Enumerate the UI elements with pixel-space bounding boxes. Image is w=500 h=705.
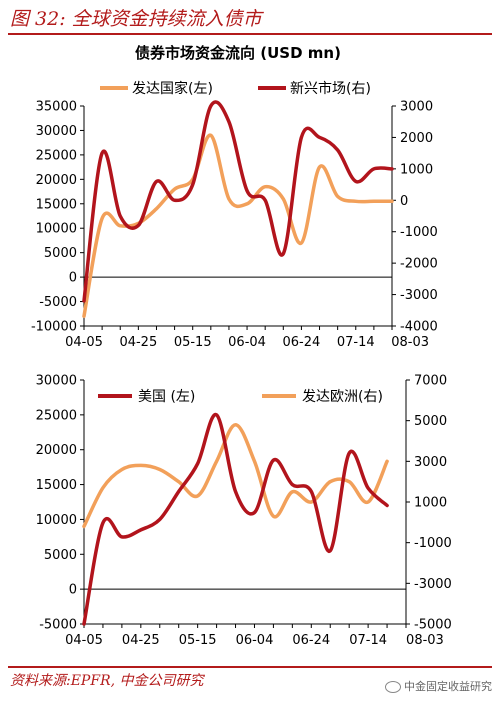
x-tick-label: 05-15 [179,633,217,648]
watermark: 中金固定收益研究 [385,678,492,694]
y-left-tick-label: 20000 [36,443,77,458]
x-tick-label: 04-05 [65,633,103,648]
x-tick-label: 06-04 [228,335,266,350]
x-tick-label: 06-04 [236,633,274,648]
y-left-tick-label: 5000 [44,246,77,261]
source-rule [8,666,492,668]
y-right-tick-label: 5000 [414,414,447,429]
y-left-tick-label: 10000 [36,513,77,528]
y-right-tick-label: 2000 [400,131,433,146]
y-right-tick-label: -4000 [400,320,438,335]
y-right-tick-label: 0 [400,194,408,209]
x-tick-label: 08-03 [406,633,444,648]
y-left-tick-label: 5000 [44,548,77,563]
legend-label: 美国 (左) [138,389,195,405]
y-left-tick-label: 30000 [36,374,77,389]
y-left-tick-label: 30000 [36,124,77,139]
y-left-tick-label: 35000 [36,100,77,115]
y-right-tick-label: 7000 [414,374,447,389]
x-tick-label: 06-24 [292,633,330,648]
legend-label: 新兴市场(右) [290,80,371,97]
x-tick-label: 06-24 [283,335,321,350]
x-tick-label: 07-14 [349,633,387,648]
y-left-tick-label: -10000 [31,320,77,335]
y-right-tick-label: 3000 [414,455,447,470]
y-right-tick-label: -1000 [414,536,452,551]
watermark-text: 中金固定收益研究 [404,680,492,693]
x-tick-label: 05-15 [174,335,212,350]
series-line [82,100,394,303]
title-rule [8,33,492,35]
y-right-tick-label: -2000 [400,257,438,272]
y-left-tick-label: 10000 [36,222,77,237]
legend-label: 发达欧洲(右) [302,389,383,405]
y-right-tick-label: 1000 [400,162,433,177]
y-left-tick-label: 15000 [36,197,77,212]
y-left-tick-label: -5000 [39,618,77,633]
chart-title: 债券市场资金流向 (USD mn) [135,44,341,62]
y-left-tick-label: 15000 [36,478,77,493]
legend-label: 发达国家(左) [132,80,213,97]
figure-title: 图 32: 全球资金持续流入债市 [10,8,262,30]
series-line [82,413,389,626]
x-tick-label: 04-25 [119,335,157,350]
y-right-tick-label: -3000 [414,577,452,592]
y-left-tick-label: 0 [69,271,77,286]
x-tick-label: 08-03 [391,335,429,350]
x-tick-label: 04-05 [65,335,103,350]
x-tick-label: 07-14 [337,335,375,350]
y-right-tick-label: 3000 [400,100,433,115]
source-note: 资料来源:EPFR, 中金公司研究 [10,673,204,689]
y-left-tick-label: 20000 [36,173,77,188]
y-right-tick-label: 1000 [414,496,447,511]
y-left-tick-label: -5000 [39,295,77,310]
y-right-tick-label: -3000 [400,288,438,303]
x-tick-label: 04-25 [122,633,160,648]
series-line [82,422,389,529]
series-line [82,133,394,318]
y-right-tick-label: -5000 [414,618,452,633]
y-left-tick-label: 25000 [36,148,77,163]
y-left-tick-label: 0 [69,583,77,598]
y-right-tick-label: -1000 [400,225,438,240]
y-left-tick-label: 25000 [36,408,77,423]
wechat-icon [385,681,401,693]
